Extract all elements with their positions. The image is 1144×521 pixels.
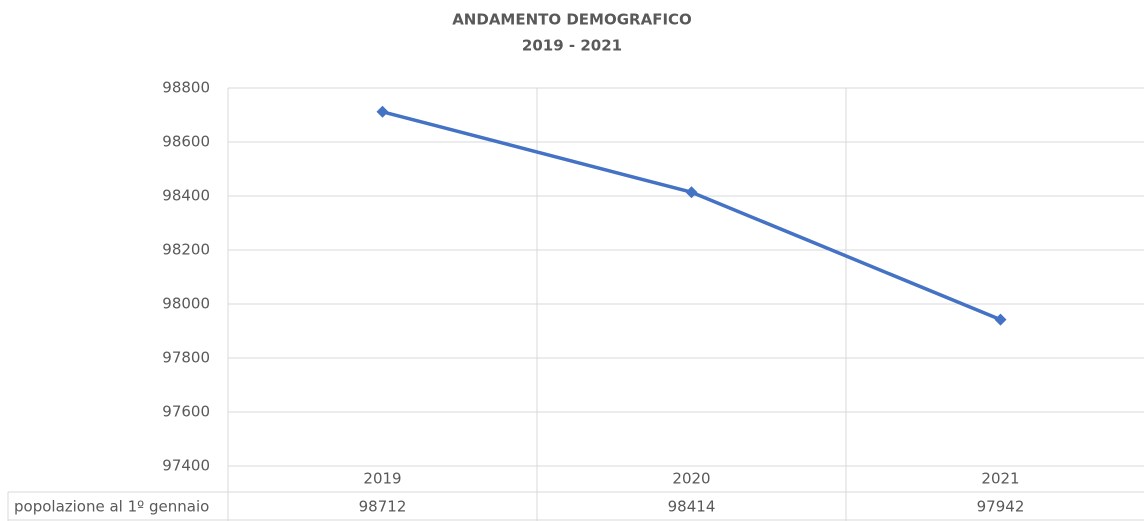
y-tick-label: 97400 xyxy=(162,457,210,475)
point-marker xyxy=(685,186,698,199)
table-value: 98414 xyxy=(668,498,716,516)
y-tick-label: 98200 xyxy=(162,241,210,259)
table-value: 98712 xyxy=(359,498,407,516)
line-series xyxy=(382,110,1002,322)
y-tick-label: 98000 xyxy=(162,295,210,313)
table-value: 97942 xyxy=(977,498,1025,516)
x-tick-label: 2020 xyxy=(672,470,710,488)
y-tick-label: 98600 xyxy=(162,133,210,151)
chart-subtitle: 2019 - 2021 xyxy=(522,37,622,55)
y-tick-label: 98800 xyxy=(162,79,210,97)
point-marker xyxy=(994,313,1007,326)
x-tick-label: 2021 xyxy=(981,470,1019,488)
x-tick-label: 2019 xyxy=(363,470,401,488)
y-tick-label: 97800 xyxy=(162,349,210,367)
y-tick-label: 98400 xyxy=(162,187,210,205)
chart-title: ANDAMENTO DEMOGRAFICO xyxy=(452,11,692,29)
point-marker xyxy=(376,105,389,118)
y-tick-label: 97600 xyxy=(162,403,210,421)
table-series-name: popolazione al 1º gennaio xyxy=(14,498,209,516)
